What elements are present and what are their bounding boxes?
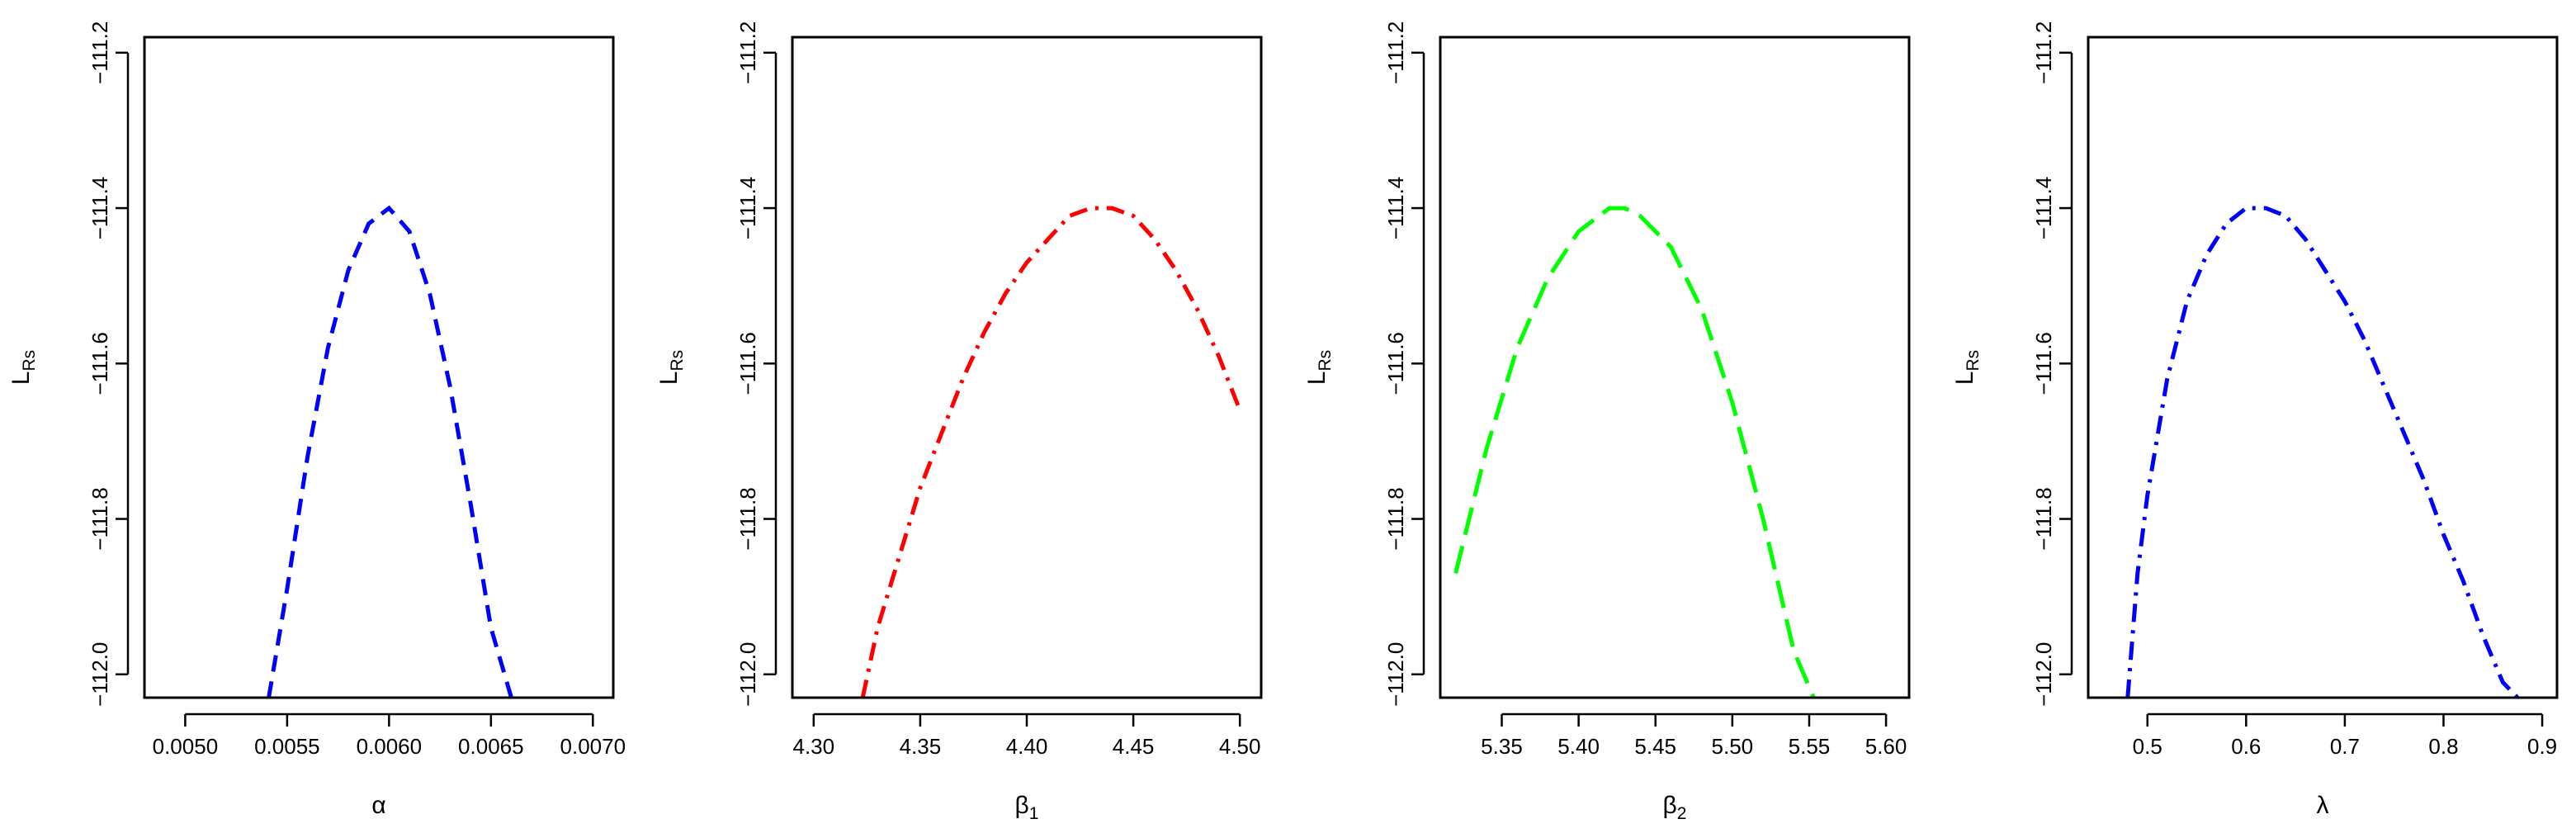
chart-panel-4: 0.5 0.6 0.7 0.8 0.9−111.2−111.4−111.6−111.8−… — [1951, 21, 2559, 819]
data-series-line — [1453, 206, 1816, 698]
y-tick-label: −111.6 — [2031, 332, 2056, 395]
y-tick-label: −111.2 — [735, 21, 760, 84]
x-axis-label: α — [371, 792, 385, 819]
x-axis: 0.0050 0.0055 0.0060 0.0065 0.0070 — [153, 713, 626, 759]
data-series-line — [2125, 206, 2520, 699]
x-tick-label: 4.35 — [900, 734, 942, 759]
x-tick-label: 5.50 — [1712, 734, 1754, 759]
y-tick-label: −111.8 — [1383, 487, 1408, 550]
y-tick-label: −112.0 — [87, 642, 112, 707]
x-axis-label: β1 — [1015, 792, 1039, 823]
y-axis: −111.2 −111.4 −111.6 −111.8 −112.0 — [2031, 21, 2073, 707]
x-tick-label: 4.50 — [1219, 734, 1261, 759]
x-tick-label: 0.5 — [2133, 734, 2162, 759]
x-axis: 5.35 5.40 5.45 5.50 5.55 5.60 — [1481, 713, 1907, 759]
x-tick-label: 5.40 — [1557, 734, 1600, 759]
y-tick-label: −112.0 — [1383, 642, 1408, 707]
x-tick-label: 4.45 — [1113, 734, 1155, 759]
x-tick-label: 5.60 — [1865, 734, 1907, 759]
y-axis: −111.2 −111.4 −111.6 −111.8 −112.0 — [735, 21, 778, 707]
chart-panel-2: 4.30 4.35 4.40 4.45 4.50−111.2−111.4−111.6−1… — [655, 21, 1263, 823]
data-series-line — [860, 206, 1242, 698]
x-axis-label-subscript: 2 — [1677, 804, 1687, 823]
x-tick-label: 0.0070 — [560, 734, 626, 759]
y-axis: −111.2 −111.4 −111.6 −111.8 −112.0 — [87, 21, 130, 707]
y-tick-label: −111.4 — [2031, 177, 2056, 239]
y-tick-label: −111.8 — [2031, 487, 2056, 550]
x-tick-label: 0.0055 — [254, 734, 320, 759]
plot-frame — [791, 36, 1263, 699]
x-tick-label: 5.55 — [1789, 734, 1831, 759]
y-tick-label: −111.6 — [1383, 332, 1408, 395]
data-series-line — [267, 205, 513, 698]
y-tick-label: −111.4 — [87, 177, 112, 239]
x-tick-label: 0.7 — [2330, 734, 2360, 759]
plot-frame — [1439, 36, 1911, 699]
x-tick-label: 0.0060 — [357, 734, 423, 759]
y-axis-label-subscript: Rs — [1964, 350, 1983, 372]
plot-frame — [2087, 36, 2559, 699]
y-tick-label: −111.2 — [87, 21, 112, 84]
plot-frame — [143, 36, 615, 699]
y-tick-label: −111.8 — [735, 487, 760, 550]
y-axis-label-subscript: Rs — [668, 350, 687, 372]
y-axis-label-subscript: Rs — [20, 350, 39, 372]
x-axis-label-subscript: 1 — [1029, 804, 1039, 823]
y-tick-label: −112.0 — [2031, 642, 2056, 707]
y-axis: −111.2 −111.4 −111.6 −111.8 −112.0 — [1383, 21, 1425, 707]
y-tick-label: −111.2 — [1383, 21, 1408, 84]
y-axis-label: LRs — [1303, 350, 1335, 385]
y-tick-label: −112.0 — [735, 642, 760, 707]
y-axis-label: LRs — [7, 350, 39, 385]
x-tick-label: 0.0065 — [458, 734, 524, 759]
y-tick-label: −111.6 — [87, 332, 112, 395]
x-tick-label: 5.35 — [1481, 734, 1523, 759]
x-tick-label: 5.45 — [1634, 734, 1676, 759]
y-axis-label: LRs — [1951, 350, 1983, 385]
x-axis: 0.5 0.6 0.7 0.8 0.9 — [2133, 713, 2557, 759]
y-tick-label: −111.6 — [735, 332, 760, 395]
x-axis: 4.30 4.35 4.40 4.45 4.50 — [793, 713, 1261, 759]
y-tick-label: −111.4 — [735, 177, 760, 239]
x-tick-label: 0.9 — [2527, 734, 2557, 759]
x-tick-label: 0.8 — [2428, 734, 2458, 759]
y-axis-label: LRs — [655, 350, 687, 385]
x-tick-label: 0.6 — [2231, 734, 2261, 759]
y-axis-label-subscript: Rs — [1316, 350, 1335, 372]
x-axis-label: λ — [2317, 792, 2329, 819]
x-tick-label: 4.30 — [793, 734, 835, 759]
chart-panel-1: 0.0050 0.0055 0.0060 0.0065 0.0070−111.2−111… — [7, 21, 626, 819]
y-tick-label: −111.8 — [87, 487, 112, 550]
y-tick-label: −111.4 — [1383, 177, 1408, 239]
x-tick-label: 4.40 — [1006, 734, 1048, 759]
x-tick-label: 0.0050 — [153, 734, 219, 759]
chart-panel-3: 5.35 5.40 5.45 5.50 5.55 5.60−111.2−111.4−111… — [1303, 21, 1911, 823]
y-tick-label: −111.2 — [2031, 21, 2056, 84]
x-axis-label: β2 — [1663, 792, 1687, 823]
